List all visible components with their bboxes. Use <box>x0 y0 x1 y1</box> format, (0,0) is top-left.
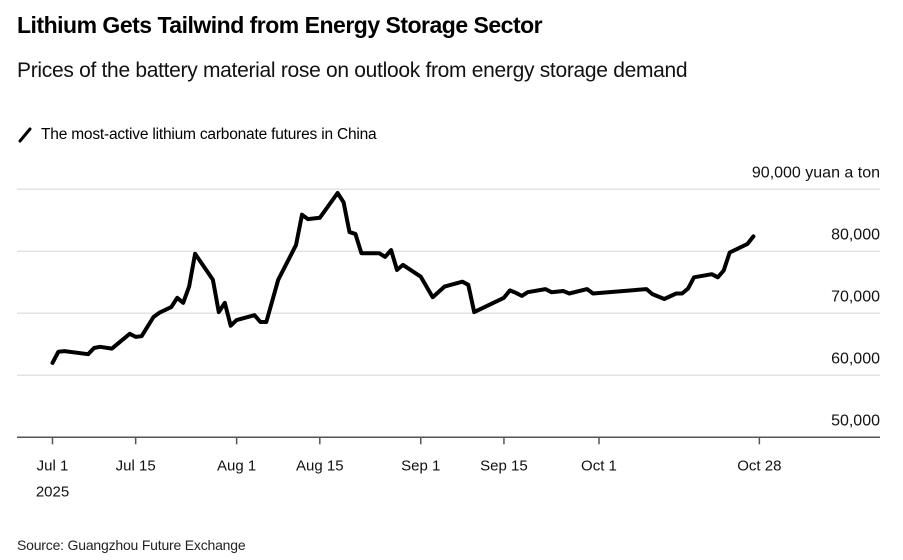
chart-title: Lithium Gets Tailwind from Energy Storag… <box>17 12 543 38</box>
gridlines <box>17 188 880 439</box>
x-axis: Jul 1 2025 Jul 15 Aug 1 Aug 15 Sep 1 Sep 15 Oct… <box>36 437 781 500</box>
y-tick-label: 50,000 <box>831 412 880 429</box>
series-line <box>50 191 756 365</box>
legend: The most-active lithium carbonate future… <box>17 126 377 144</box>
x-tick-label: Oct 1 <box>581 457 617 474</box>
x-tick-label: Oct 28 <box>737 457 781 474</box>
x-tick-label: Aug 1 <box>217 457 256 474</box>
source-note: Source: Guangzhou Future Exchange <box>17 537 246 553</box>
y-tick-label: 60,000 <box>831 350 880 367</box>
x-tick-label: Sep 1 <box>401 457 440 474</box>
line-chart: 50,000 60,000 70,000 80,000 90,000 yuan a to… <box>17 164 880 500</box>
chart-subtitle: Prices of the battery material rose on o… <box>17 59 688 82</box>
x-tick-label: Jul 15 <box>116 457 156 474</box>
x-tick-label: Jul 1 <box>37 457 69 474</box>
y-tick-label: 90,000 yuan a ton <box>752 164 880 181</box>
x-tick-label: Sep 15 <box>480 457 528 474</box>
y-tick-label: 80,000 <box>831 226 880 243</box>
legend-label: The most-active lithium carbonate future… <box>41 126 377 143</box>
x-tick-sublabel: 2025 <box>36 483 69 500</box>
x-tick-label: Aug 15 <box>296 457 344 474</box>
y-tick-label: 70,000 <box>831 288 880 305</box>
legend-line-icon <box>18 127 32 143</box>
y-axis-labels: 50,000 60,000 70,000 80,000 90,000 yuan a to… <box>752 164 880 429</box>
series-layer <box>50 191 756 365</box>
